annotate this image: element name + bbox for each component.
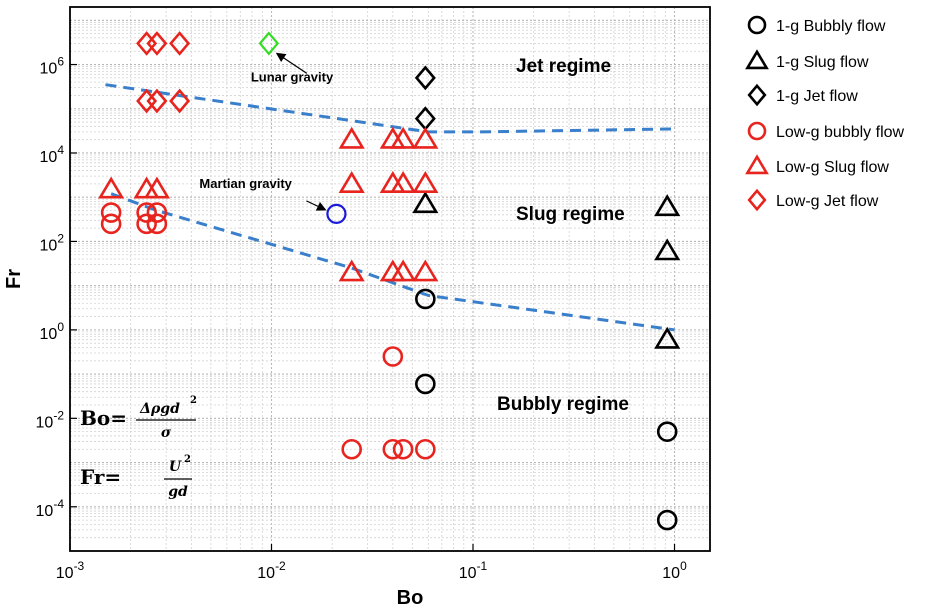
legend-label-low-g-bubbly-flow: Low-g bubbly flow <box>776 124 905 141</box>
1-g-bubbly-flow-point <box>656 509 678 531</box>
lunar-gravity-label: Lunar gravity <box>251 69 334 84</box>
low-g-bubbly-flow-point <box>146 202 168 223</box>
svg-text:gd: gd <box>168 484 188 500</box>
low-g-slug-flow-point <box>338 126 365 149</box>
1-g-jet-flow-point <box>414 65 436 91</box>
low-g-bubbly-flow-point <box>100 202 122 223</box>
low-g-slug-flow-point <box>98 176 125 199</box>
regime-boundary-1 <box>105 83 675 134</box>
legend-marker-low-g-bubbly-flow <box>747 121 767 141</box>
low-g-slug-flow-point <box>143 176 171 199</box>
legend-label-1-g-slug-flow: 1-g Slug flow <box>776 54 869 71</box>
y-tick-label: 100 <box>40 320 65 343</box>
svg-text:σ: σ <box>161 425 172 441</box>
low-g-slug-flow-point <box>338 259 365 282</box>
annotations: Lunar gravity Martian gravity <box>199 31 347 224</box>
low-g-jet-flow-point <box>146 31 168 56</box>
1-g-bubbly-flow-point <box>415 373 436 395</box>
region-label-slug: Slug regime <box>516 204 625 225</box>
1-g-slug-flow-point <box>654 194 681 217</box>
svg-text:2: 2 <box>184 454 191 465</box>
x-tick-label: 10-2 <box>257 559 286 582</box>
low-g-bubbly-flow-point <box>100 213 122 235</box>
low-g-bubbly-flow-point <box>392 438 414 460</box>
svg-text:2: 2 <box>190 395 197 406</box>
regime-boundary-2 <box>110 192 675 332</box>
low-g-slug-flow-point <box>390 126 417 149</box>
y-tick-label: 10-4 <box>36 497 65 520</box>
1-g-bubbly-flow-point <box>415 288 436 310</box>
y-tick-label: 10-2 <box>36 408 65 431</box>
low-g-jet-flow-point <box>146 88 168 114</box>
svg-text:Δρgd: Δρgd <box>139 401 180 417</box>
low-g-slug-flow-point <box>412 126 439 149</box>
low-g-bubbly-flow-point <box>136 202 157 223</box>
region-label-jet: Jet regime <box>516 56 611 77</box>
y-axis-label: Fr <box>3 269 25 289</box>
1-g-bubbly-flow-point <box>656 421 678 442</box>
svg-text:Fr=: Fr= <box>80 465 121 489</box>
legend-marker-1-g-slug-flow <box>745 49 769 70</box>
legend-marker-1-g-jet-flow <box>747 83 767 107</box>
low-g-bubbly-flow-point <box>136 213 157 235</box>
legend-marker-low-g-jet-flow <box>747 188 767 212</box>
low-g-bubbly-flow-point <box>382 346 404 367</box>
martian-gravity-point <box>326 203 347 224</box>
low-g-bubbly-flow-point <box>415 438 436 460</box>
lunar-gravity-arrow <box>275 52 308 74</box>
martian-gravity-arrow <box>306 200 327 211</box>
legend-label-1-g-bubbly-flow: 1-g Bubbly flow <box>776 18 886 35</box>
legend-label-low-g-jet-flow: Low-g Jet flow <box>776 193 879 210</box>
low-g-slug-flow-point <box>412 259 439 282</box>
region-label-bubbly: Bubbly regime <box>497 394 629 415</box>
1-g-slug-flow-point <box>412 191 439 214</box>
plot-area <box>69 6 711 552</box>
low-g-bubbly-flow-point <box>341 438 362 460</box>
bond-number-formula: Bo= Δρgd 2 σ <box>80 395 197 441</box>
low-g-slug-flow-point <box>390 259 417 282</box>
legend-label-1-g-jet-flow: 1-g Jet flow <box>776 88 858 105</box>
y-tick-label: 104 <box>40 143 65 166</box>
1-g-slug-flow-point <box>654 238 681 261</box>
lunar-gravity-point <box>258 31 280 56</box>
1-g-slug-flow-point <box>654 326 681 349</box>
legend-marker-1-g-bubbly-flow <box>747 15 767 35</box>
svg-text:U: U <box>169 459 182 475</box>
low-g-slug-flow-point <box>338 171 365 193</box>
low-g-slug-flow-point <box>412 171 439 193</box>
x-axis-label: Bo <box>397 587 424 609</box>
low-g-jet-flow-point <box>169 31 191 56</box>
low-g-slug-flow-point <box>390 171 417 193</box>
axis-ticks: 10-3 10-2 10-1 100 10-4 10-2 100 102 104 106 <box>36 55 688 582</box>
y-tick-label: 102 <box>40 231 65 254</box>
grid <box>69 6 710 552</box>
x-tick-label: 100 <box>662 559 687 582</box>
low-g-jet-flow-point <box>169 88 191 114</box>
x-tick-label: 10-3 <box>56 559 85 582</box>
legend-marker-low-g-slug-flow <box>745 154 769 175</box>
regime-boundaries <box>105 83 675 332</box>
legend-label-low-g-slug-flow: Low-g Slug flow <box>776 159 889 176</box>
low-g-bubbly-flow-point <box>146 213 168 235</box>
svg-text:Bo=: Bo= <box>80 406 127 430</box>
martian-gravity-label: Martian gravity <box>199 176 292 191</box>
low-g-bubbly-flow-point <box>382 438 404 460</box>
legend: 1-g Bubbly flow 1-g Slug flow 1-g Jet flow… <box>745 15 905 212</box>
data-markers <box>98 31 681 531</box>
x-tick-label: 10-1 <box>459 559 488 582</box>
y-tick-label: 106 <box>40 55 65 78</box>
froude-number-formula: Fr= U 2 gd <box>80 454 192 500</box>
